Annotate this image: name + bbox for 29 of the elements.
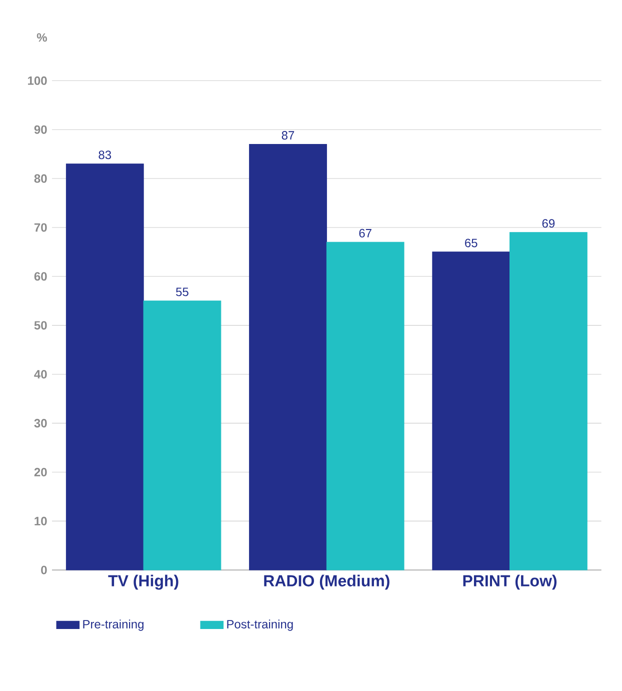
bar bbox=[326, 242, 404, 570]
y-tick-label: 30 bbox=[34, 418, 47, 428]
y-tick-label: 0 bbox=[41, 566, 47, 574]
y-tick-label: 20 bbox=[34, 468, 47, 476]
data-label: 65 bbox=[465, 238, 478, 248]
bar bbox=[432, 252, 510, 570]
bar bbox=[510, 232, 588, 570]
y-tick-label: 70 bbox=[34, 223, 47, 232]
x-tick-label: PRINT (Low) bbox=[463, 574, 557, 590]
legend-label: Pre-training bbox=[83, 620, 144, 631]
y-tick-label: 50 bbox=[34, 321, 47, 330]
legend-label: Post-training bbox=[227, 620, 293, 631]
y-tick-label: 10 bbox=[34, 516, 47, 526]
bar bbox=[66, 164, 144, 570]
data-label: 83 bbox=[98, 150, 112, 160]
data-label: 67 bbox=[359, 228, 372, 238]
data-label: 55 bbox=[176, 288, 188, 296]
y-tick-label: 40 bbox=[34, 370, 47, 379]
bar bbox=[143, 300, 222, 570]
data-label: 69 bbox=[542, 219, 555, 228]
y-tick-label: 60 bbox=[34, 272, 47, 281]
data-label: 87 bbox=[282, 131, 294, 140]
x-tick-label: TV (High) bbox=[108, 574, 178, 590]
y-tick-label: 100 bbox=[28, 76, 47, 85]
y-tick-label: 80 bbox=[34, 174, 47, 183]
y-tick-label: 90 bbox=[34, 125, 47, 134]
y-axis-title: % bbox=[36, 33, 47, 42]
x-tick-label: RADIO (Medium) bbox=[264, 574, 390, 590]
bar bbox=[249, 144, 327, 570]
